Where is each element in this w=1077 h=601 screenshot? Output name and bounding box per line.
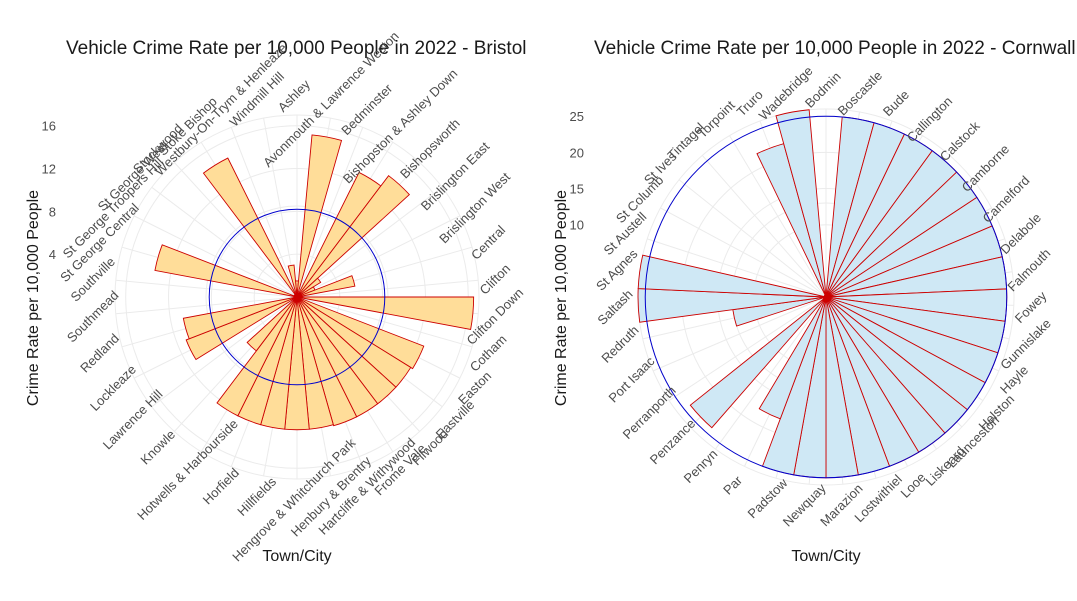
bristol-grid-spoke (296, 296, 473, 348)
cornwall-grid-spoke (647, 238, 827, 298)
bristol-y-tick-label: 8 (49, 204, 56, 219)
cornwall-grid-spoke (729, 135, 827, 298)
cornwall-category-label: Saltash (594, 286, 635, 327)
cornwall-y-tick-label: 20 (570, 145, 584, 160)
cornwall-category-label: Penryn (681, 446, 721, 486)
cornwall-bar-penzance (689, 296, 827, 429)
cornwall-category-label: Liskeard (922, 443, 967, 488)
cornwall-category-label: Calstock (937, 118, 983, 164)
bristol-grid-spoke (133, 215, 298, 298)
bristol-bar-st-george-central (154, 244, 298, 298)
cornwall-category-label: Penzance (647, 416, 698, 467)
cornwall-category-label: Looe (897, 470, 928, 501)
bristol-category-label: Horfield (200, 465, 242, 507)
cornwall-category-label: St Agnes (593, 246, 641, 294)
cornwall-x-axis-title: Town/City (791, 548, 860, 565)
cornwall-category-label: Boscastle (835, 68, 885, 118)
cornwall-y-ticks: 10 15 20 25 (570, 109, 584, 232)
cornwall-category-label: Gunnislake (997, 316, 1054, 373)
bristol-y-tick-label: 4 (49, 247, 56, 262)
cornwall-y-tick-label: 25 (570, 109, 584, 124)
bristol-grid-spoke (230, 127, 298, 298)
bristol-y-axis-title: Crime Rate per 10,000 People (25, 190, 42, 406)
bristol-category-label: Knowle (137, 427, 178, 468)
cornwall-y-axis-title: Crime Rate per 10,000 People (553, 190, 570, 406)
bristol-panel: Vehicle Crime Rate per 10,000 People in … (25, 28, 526, 565)
bristol-category-label: Lockleaze (87, 362, 139, 414)
bristol-grid-spoke (115, 296, 298, 315)
bristol-category-label: Redland (77, 331, 122, 376)
bristol-mean-line (208, 208, 386, 386)
bristol-x-axis-title: Town/City (262, 548, 331, 565)
cornwall-y-tick-label: 15 (570, 182, 584, 197)
bristol-y-ticks: 4 8 12 16 (42, 119, 56, 262)
bristol-grid-spoke (151, 186, 298, 298)
cornwall-y-tick-label: 10 (570, 218, 584, 233)
cornwall-grid-spoke (668, 296, 827, 401)
bristol-grid-spoke (174, 162, 298, 298)
bristol-y-tick-label: 12 (42, 162, 56, 177)
bristol-bar-lockleaze (185, 296, 298, 361)
cornwall-category-label: Redruth (598, 322, 641, 365)
bristol-bar-knowle (246, 296, 298, 352)
bristol-bar-redland (182, 296, 298, 340)
cornwall-category-label: Camborne (959, 141, 1013, 195)
cornwall-bars (637, 109, 1008, 479)
bristol-chart-title: Vehicle Crime Rate per 10,000 People in … (66, 38, 526, 59)
cornwall-category-label: Lostwithiel (851, 471, 905, 525)
cornwall-panel: Vehicle Crime Rate per 10,000 People in … (553, 38, 1076, 565)
bristol-bar-stoke-bishop (202, 157, 298, 298)
bristol-bar-bishopsworth (296, 175, 410, 298)
bristol-grid-spoke (151, 296, 298, 408)
bristol-y-tick-label: 16 (42, 119, 56, 134)
bristol-bar-hartcliffe-withywood (296, 296, 358, 427)
bristol-bar-avonmouth-lawrence-weston (296, 134, 343, 298)
bristol-bar-hotwells-harbourside (216, 296, 298, 417)
cornwall-bar-wadebridge (775, 109, 827, 298)
bristol-category-label: Easton (455, 368, 494, 407)
bristol-bar-easton (296, 296, 425, 370)
bristol-bar-brislington-east (296, 277, 322, 298)
bristol-grid-spoke (115, 279, 298, 298)
bristol-bar-clifton-down (296, 296, 475, 330)
bristol-grid-spoke (296, 186, 443, 298)
cornwall-grid-spoke (660, 207, 827, 298)
cornwall-grid-spoke (678, 179, 827, 298)
cornwall-mean-line (644, 115, 1008, 479)
cornwall-grid-spoke (701, 155, 827, 298)
cornwall-bar-par (758, 296, 827, 420)
bristol-grid-spoke (296, 215, 461, 298)
cornwall-grid-spoke (652, 296, 827, 372)
bristol-bars (154, 134, 475, 431)
bristol-bar-central (296, 275, 356, 298)
cornwall-grid-spoke (715, 296, 827, 450)
cornwall-bar-st-agnes (637, 254, 827, 298)
bristol-grid-spoke (296, 279, 479, 298)
cornwall-category-label: Bude (880, 87, 912, 119)
bristol-bar-windmill-hill (287, 264, 298, 298)
cornwall-chart-title: Vehicle Crime Rate per 10,000 People in … (594, 38, 1076, 59)
cornwall-category-label: Par (720, 472, 745, 497)
bristol-category-label: Central (468, 222, 508, 262)
bristol-category-label: Hotwells & Harbourside (134, 416, 241, 523)
cornwall-category-label: Callington (904, 93, 955, 144)
bristol-grid-spoke (296, 127, 364, 298)
